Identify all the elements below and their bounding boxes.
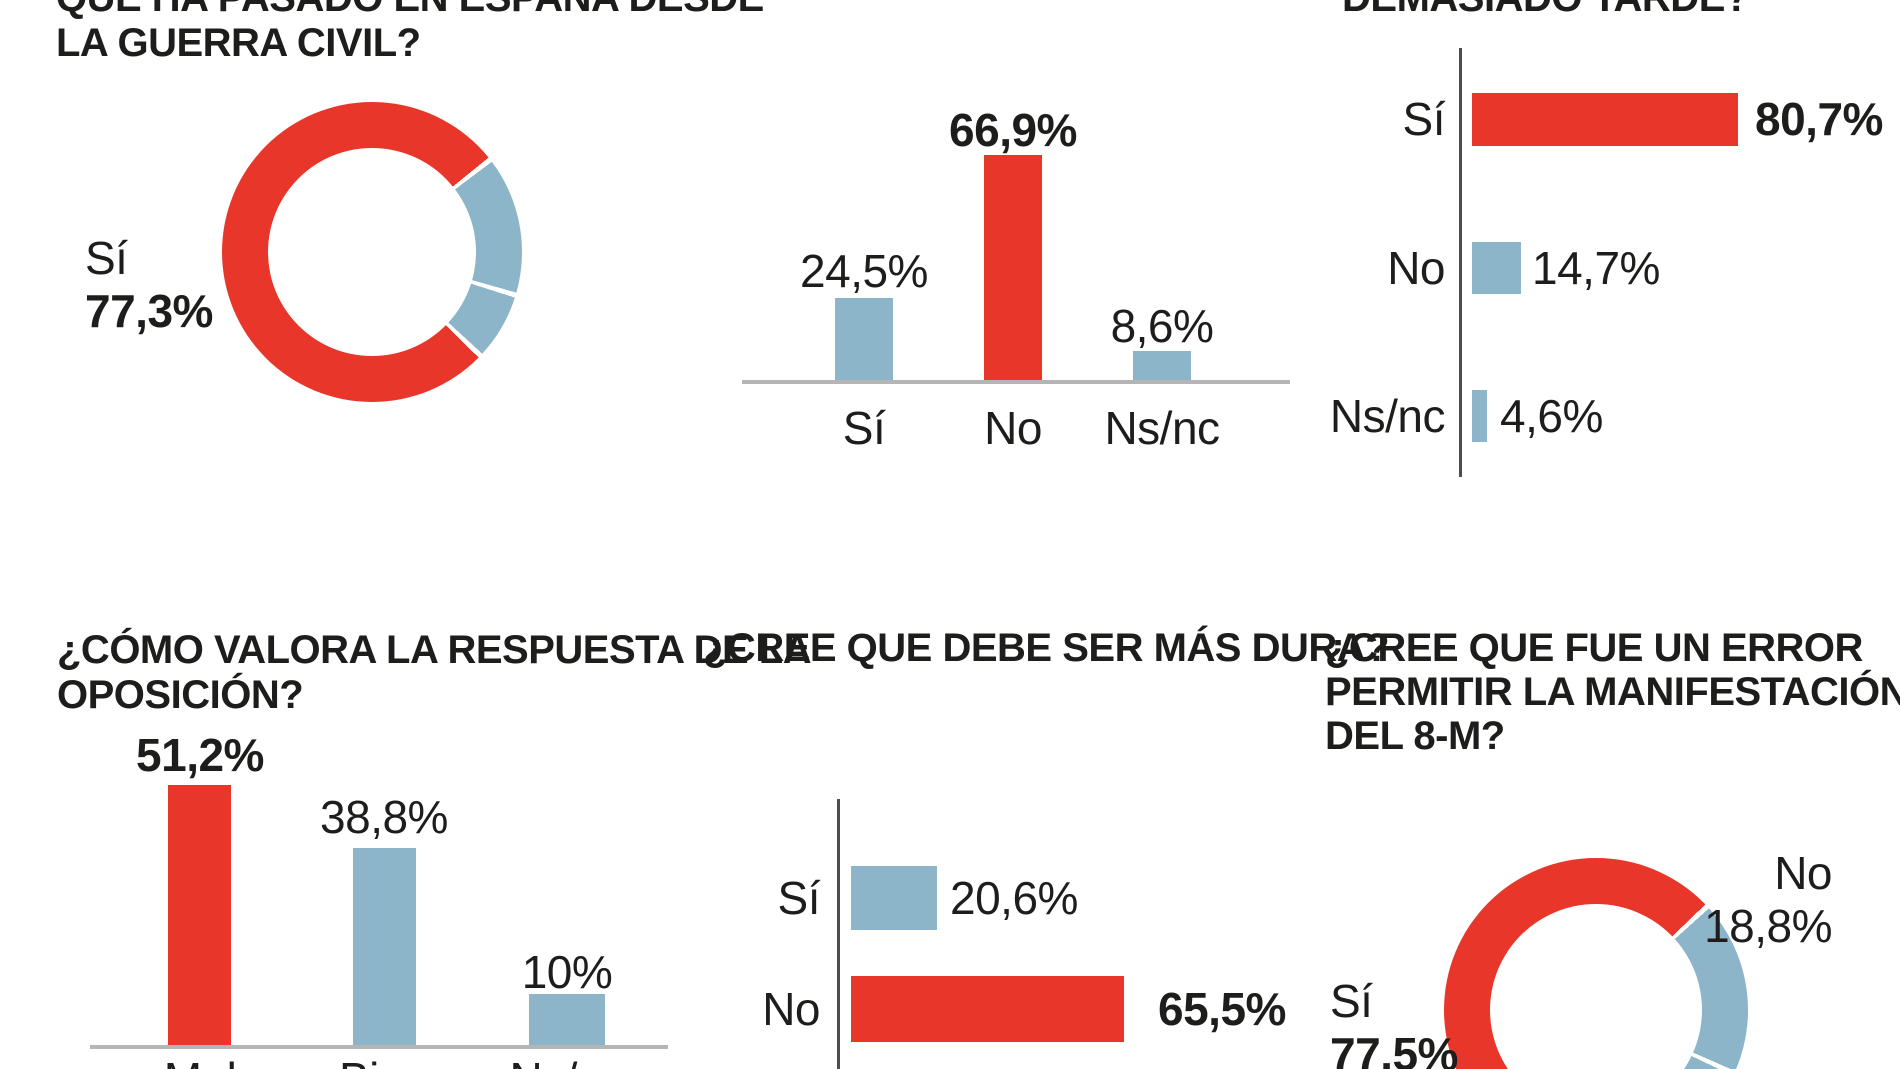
value-label: 8,6% xyxy=(1062,300,1262,353)
row-value: 14,7% xyxy=(1532,242,1660,294)
bar-no xyxy=(984,155,1042,380)
category-text: No xyxy=(984,402,1042,454)
chart-title: DEMASIADO TARDE? xyxy=(1342,0,1749,21)
bar-nsnc xyxy=(529,994,605,1045)
row-label: Sí xyxy=(1402,93,1446,146)
bar-si xyxy=(835,298,893,380)
x-axis-line xyxy=(90,1045,668,1049)
bar-no xyxy=(851,976,1124,1042)
row-label: Ns/nc xyxy=(1329,390,1446,442)
category-label: No xyxy=(913,402,1113,455)
chart-title-line1: DEMASIADO TARDE? xyxy=(1342,0,1749,21)
donut-hole xyxy=(268,148,476,356)
chart-title-line1: QUÉ HA PASADO EN ESPAÑA DESDE xyxy=(56,0,764,21)
segment-label: Sí xyxy=(1330,975,1373,1027)
chart-title-line1: ¿CREE QUE DEBE SER MÁS DURA? xyxy=(703,626,1390,670)
row-value-text: 80,7% xyxy=(1755,93,1883,145)
category-text: Ns/nc xyxy=(509,1053,625,1069)
row-value-text: 20,6% xyxy=(950,872,1078,924)
donut-chart xyxy=(222,102,522,402)
segment-label: Sí xyxy=(85,232,128,284)
row-label: Sí xyxy=(777,866,821,930)
row-label-text: Sí xyxy=(777,872,821,924)
category-text: Sí xyxy=(842,402,886,454)
bar-mal xyxy=(168,785,231,1045)
bar-si xyxy=(851,866,937,930)
chart-title: ¿CREE QUE FUE UN ERROR PERMITIR LA MANIF… xyxy=(1325,626,1900,758)
value-label: 24,5% xyxy=(764,245,964,298)
value-label: 10% xyxy=(467,946,667,999)
row-label: No xyxy=(762,976,820,1042)
chart-title: QUÉ HA PASADO EN ESPAÑA DESDE LA GUERRA … xyxy=(56,0,764,66)
donut-chart xyxy=(1444,858,1748,1069)
value-text: 8,6% xyxy=(1110,300,1214,352)
row-value-text: 65,5% xyxy=(1158,983,1286,1035)
segment-callout-si: Sí 77,3% xyxy=(85,232,213,338)
category-label-cut: Ns/nc xyxy=(467,1053,667,1069)
category-label: Ns/nc xyxy=(1062,402,1262,455)
chart-title-line2: PERMITIR LA MANIFESTACIÓN xyxy=(1325,670,1900,714)
row-value-text: 4,6% xyxy=(1500,390,1603,442)
segment-callout-no: No 18,8% xyxy=(1704,847,1832,953)
value-text: 38,8% xyxy=(320,791,448,843)
category-label-cut: Bien xyxy=(284,1053,484,1069)
chart-title-line3: DEL 8-M? xyxy=(1325,714,1505,758)
bar-no xyxy=(1472,242,1521,294)
y-axis-line xyxy=(1459,48,1462,477)
bar-si xyxy=(1472,93,1738,146)
bar-bien xyxy=(353,848,416,1045)
row-value: 4,6% xyxy=(1500,390,1603,442)
row-label-text: No xyxy=(762,983,820,1035)
row-value: 65,5% xyxy=(1158,976,1286,1042)
segment-value: 77,3% xyxy=(85,285,213,337)
category-text: Bien xyxy=(339,1053,430,1069)
chart-title-line1: ¿CREE QUE FUE UN ERROR xyxy=(1325,626,1863,670)
segment-callout-si: Sí 77,5% xyxy=(1330,975,1458,1069)
category-label: Sí xyxy=(764,402,964,455)
value-text: 10% xyxy=(521,946,613,998)
value-label: 66,9% xyxy=(913,104,1113,157)
segment-value: 18,8% xyxy=(1704,900,1832,952)
segment-label: No xyxy=(1774,847,1832,899)
y-axis-line xyxy=(837,799,840,1069)
chart-title-line2: OPOSICIÓN? xyxy=(57,673,304,717)
row-value-text: 14,7% xyxy=(1532,242,1660,294)
bar-nsnc xyxy=(1133,351,1191,380)
value-label: 51,2% xyxy=(100,729,300,782)
row-label-text: Sí xyxy=(1402,93,1446,145)
value-label: 38,8% xyxy=(284,791,484,844)
value-text: 24,5% xyxy=(800,245,928,297)
row-label-text: Ns/nc xyxy=(1329,390,1446,442)
category-text: Mal xyxy=(164,1053,237,1069)
chart-title-line2: LA GUERRA CIVIL? xyxy=(56,21,421,65)
category-text: Ns/nc xyxy=(1104,402,1220,454)
value-text: 51,2% xyxy=(136,729,264,781)
x-axis-line xyxy=(742,380,1290,384)
row-label-text: No xyxy=(1387,242,1445,294)
value-text: 66,9% xyxy=(949,104,1077,156)
chart-espana-guerra-civil: QUÉ HA PASADO EN ESPAÑA DESDE LA GUERRA … xyxy=(0,0,764,560)
chart-title-line1: ¿CÓMO VALORA LA RESPUESTA DE LA xyxy=(57,628,812,672)
row-label: No xyxy=(1387,242,1445,294)
segment-value: 77,5% xyxy=(1330,1028,1458,1069)
chart-title: ¿CREE QUE DEBE SER MÁS DURA? xyxy=(703,626,1390,671)
row-value: 20,6% xyxy=(950,866,1078,930)
bar-nsnc xyxy=(1472,390,1487,442)
category-label-cut: Mal xyxy=(100,1053,300,1069)
donut-hole xyxy=(1490,904,1702,1069)
row-value: 80,7% xyxy=(1755,93,1883,146)
chart-title: ¿CÓMO VALORA LA RESPUESTA DE LA OPOSICIÓ… xyxy=(57,628,812,718)
